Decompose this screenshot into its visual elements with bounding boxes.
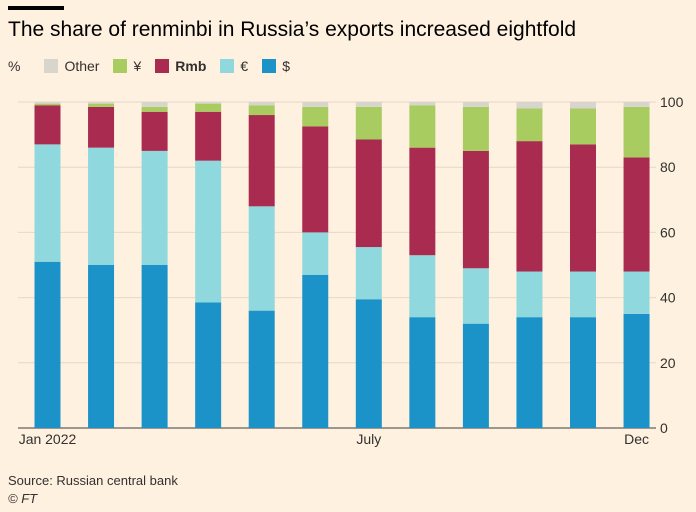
bar-segment	[623, 157, 650, 272]
bar-segment	[141, 102, 168, 107]
chart-title: The share of renminbi in Russia’s export…	[8, 18, 577, 41]
bar-segment	[302, 126, 329, 233]
bar-segment	[409, 102, 436, 106]
bar-segment	[355, 139, 382, 248]
bar-segment	[623, 313, 650, 428]
x-tick-label: Jan 2022	[19, 431, 77, 447]
y-tick-label: 80	[660, 159, 676, 175]
source-note: Source: Russian central bank	[8, 473, 178, 488]
bar-segment	[195, 160, 222, 303]
bar-segment	[516, 108, 543, 142]
x-tick-label: July	[356, 431, 381, 447]
bar-segment	[409, 255, 436, 318]
bar-segment	[409, 105, 436, 148]
copyright: © FT	[8, 491, 38, 506]
bars	[34, 102, 650, 428]
bar-segment	[34, 105, 61, 145]
bar-segment	[355, 102, 382, 107]
bar-segment	[248, 115, 275, 207]
bar-segment	[516, 102, 543, 109]
brand-bar	[8, 6, 64, 10]
bar-segment	[355, 299, 382, 428]
x-axis-ticks: Jan 2022 July Dec	[19, 431, 649, 447]
y-tick-label: 0	[660, 420, 668, 436]
legend-swatch-rmb	[155, 59, 170, 73]
legend-item-yen: ¥	[113, 58, 141, 74]
bar-segment	[570, 271, 596, 318]
bar-segment	[355, 106, 382, 140]
y-tick-label: 20	[660, 355, 676, 371]
legend-label-yen: ¥	[133, 58, 142, 74]
legend-swatch-dollar	[262, 59, 277, 73]
bar-segment	[34, 261, 61, 428]
bar-segment	[570, 108, 596, 145]
y-tick-label: 60	[660, 224, 676, 240]
bar-segment	[248, 102, 275, 106]
bar-segment	[141, 111, 168, 151]
bar-segment	[195, 111, 222, 161]
bar-segment	[34, 144, 61, 262]
bar-segment	[195, 103, 222, 112]
gridlines	[18, 101, 656, 429]
bar-segment	[88, 265, 115, 428]
bar-segment	[409, 147, 436, 256]
bar-segment	[516, 141, 543, 272]
bar-segment	[623, 106, 650, 158]
bar-segment	[302, 106, 329, 127]
legend-item-rmb: Rmb	[155, 58, 206, 74]
x-tick-label: Dec	[624, 431, 649, 447]
bar-segment	[88, 103, 115, 107]
legend-unit: %	[8, 58, 21, 74]
bar-segment	[195, 302, 222, 428]
bar-segment	[34, 102, 61, 104]
bar-segment	[195, 102, 222, 104]
y-axis-ticks: 0 20 40 60 80 100	[660, 94, 684, 436]
bar-segment	[462, 323, 489, 428]
bar-segment	[248, 105, 275, 116]
legend-label-dollar: $	[282, 58, 290, 74]
bar-segment	[462, 268, 489, 324]
bar-segment	[88, 102, 115, 104]
bar-segment	[141, 150, 168, 265]
bar-segment	[248, 206, 275, 311]
bar-segment	[302, 274, 329, 428]
legend-label-euro: €	[240, 58, 249, 74]
bar-segment	[141, 106, 168, 112]
bar-segment	[302, 232, 329, 275]
legend-item-other: Other	[44, 58, 99, 74]
bar-segment	[623, 102, 650, 107]
bar-segment	[409, 317, 436, 428]
bar-segment	[141, 265, 168, 428]
bar-segment	[88, 106, 115, 148]
bar-segment	[355, 247, 382, 300]
bar-segment	[516, 317, 543, 428]
bar-segment	[462, 106, 489, 151]
bar-segment	[88, 147, 115, 265]
bar-segment	[462, 150, 489, 269]
legend-swatch-euro	[220, 59, 235, 73]
legend-label-other: Other	[64, 58, 100, 74]
y-tick-label: 100	[660, 94, 684, 110]
legend-swatch-other	[44, 59, 59, 73]
bar-segment	[570, 144, 596, 272]
bar-segment	[462, 102, 489, 107]
bar-segment	[516, 271, 543, 318]
bar-segment	[302, 102, 329, 107]
legend-item-dollar: $	[262, 58, 290, 74]
legend-swatch-yen	[113, 59, 128, 73]
bar-segment	[623, 271, 650, 314]
bar-segment	[570, 317, 596, 428]
bar-segment	[248, 310, 275, 428]
bar-segment	[570, 102, 596, 109]
legend-label-rmb: Rmb	[175, 58, 207, 74]
bar-segment	[34, 103, 61, 106]
legend: % Other ¥ Rmb € $	[8, 57, 304, 75]
y-tick-label: 40	[660, 290, 676, 306]
legend-item-euro: €	[220, 58, 248, 74]
